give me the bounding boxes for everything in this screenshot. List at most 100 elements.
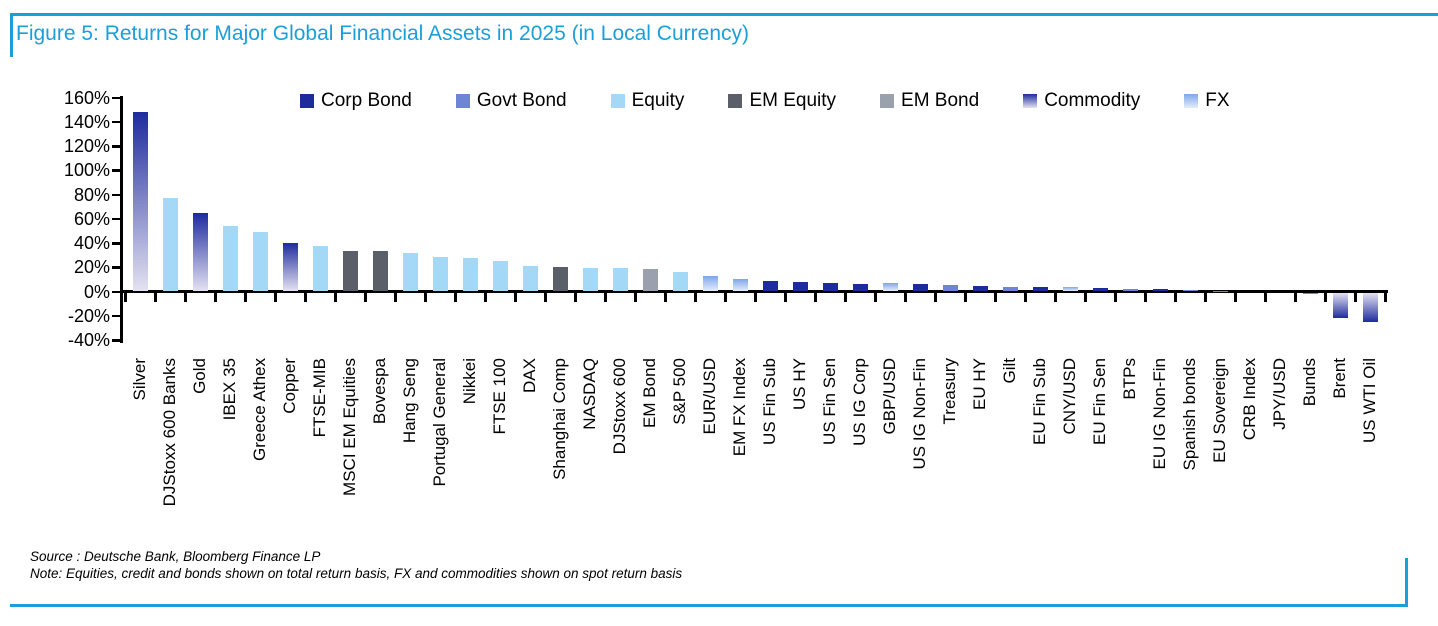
x-axis-label-cny-usd: CNY/USD	[1060, 358, 1079, 435]
bar-eu-fin-sub	[1032, 287, 1048, 291]
x-tick-mark	[364, 293, 367, 302]
y-tick-label: -40%	[67, 330, 110, 350]
bar-s-p-500	[672, 271, 688, 291]
bar-dax	[522, 265, 538, 291]
legend-label: EM Bond	[901, 90, 980, 111]
x-tick-mark	[274, 293, 277, 302]
x-axis-label-s-p-500: S&P 500	[670, 358, 689, 425]
bar-copper	[282, 242, 298, 291]
x-axis-label-crb-index: CRB Index	[1240, 358, 1259, 441]
x-axis-label-ibex-35: IBEX 35	[220, 358, 239, 421]
legend-item-equity: Equity	[610, 90, 684, 112]
legend-item-corp-bond: Corp Bond	[300, 90, 412, 112]
legend-label: Govt Bond	[476, 90, 567, 111]
x-tick-mark	[904, 293, 907, 302]
x-tick-mark	[694, 293, 697, 302]
y-tick-mark	[112, 217, 120, 221]
x-tick-mark	[304, 293, 307, 302]
legend-item-em-equity: EM Equity	[728, 90, 836, 112]
x-tick-mark	[1234, 293, 1237, 302]
bar-gbp-usd	[882, 283, 898, 291]
bar-nikkei	[462, 258, 478, 291]
basis-note: Note: Equities, credit and bonds shown o…	[30, 566, 683, 581]
x-axis-label-us-fin-sen: US Fin Sen	[820, 358, 839, 445]
x-axis-label-nasdaq: NASDAQ	[580, 358, 599, 430]
x-tick-mark	[664, 293, 667, 302]
bar-spanish-bonds	[1182, 289, 1198, 291]
y-tick-mark	[112, 120, 120, 124]
x-axis-label-hang-seng: Hang Seng	[400, 358, 419, 444]
x-tick-mark	[1204, 293, 1207, 302]
x-tick-mark	[1084, 293, 1087, 302]
x-axis-label-us-hy: US HY	[790, 358, 809, 410]
legend-label: Commodity	[1044, 90, 1141, 111]
y-tick-label: 120%	[63, 136, 110, 156]
y-tick-label: 80%	[73, 184, 110, 205]
bottom-border-line	[10, 604, 1408, 607]
x-tick-mark	[1324, 293, 1327, 302]
legend-marker-em-bond	[880, 94, 895, 108]
bar-ftse-mib	[312, 246, 328, 291]
x-axis-label-eur-usd: EUR/USD	[700, 358, 719, 435]
x-axis-label-gold: Gold	[190, 358, 209, 394]
x-axis-label-eu-hy: EU HY	[970, 358, 989, 410]
bar-gilt	[1002, 286, 1018, 291]
bar-eu-hy	[972, 286, 988, 291]
y-tick-label: 40%	[73, 233, 110, 253]
x-axis-label-djstoxx-600: DJStoxx 600	[610, 358, 629, 455]
x-tick-mark	[724, 293, 727, 302]
x-tick-mark	[844, 293, 847, 302]
x-tick-mark	[814, 293, 817, 302]
x-axis-label-djstoxx-600-banks: DJStoxx 600 Banks	[160, 358, 179, 507]
chart-legend: Corp Bond Govt Bond Equity EM Equity EM Bond…	[300, 90, 1230, 112]
x-tick-mark	[1114, 293, 1117, 302]
y-tick-label: 100%	[63, 160, 110, 181]
x-tick-mark	[244, 293, 247, 302]
bar-eu-ig-non-fin	[1152, 288, 1168, 291]
y-tick-label: 20%	[73, 257, 110, 278]
bar-us-ig-corp	[852, 283, 868, 291]
x-tick-mark	[454, 293, 457, 302]
x-tick-mark	[1174, 293, 1177, 302]
bar-em-fx-index	[732, 278, 748, 291]
x-tick-mark	[784, 293, 787, 302]
y-tick-mark	[112, 266, 120, 269]
x-axis-label-ftse-100: FTSE 100	[490, 358, 509, 435]
bar-bovespa	[372, 250, 388, 291]
x-tick-mark	[1054, 293, 1057, 302]
x-tick-mark	[1384, 293, 1387, 302]
x-axis-label-brent: Brent	[1330, 358, 1349, 399]
bar-us-hy	[792, 281, 808, 291]
x-axis-label-msci-em-equities: MSCI EM Equities	[340, 358, 359, 496]
x-axis-label-gilt: Gilt	[1000, 358, 1019, 384]
y-tick-mark	[112, 145, 120, 148]
x-tick-mark	[994, 293, 997, 302]
legend-marker-govt-bond	[455, 94, 470, 108]
x-axis-label-spanish-bonds: Spanish bonds	[1180, 358, 1199, 471]
legend-label: FX	[1205, 90, 1230, 111]
x-axis-label-btps: BTPs	[1120, 358, 1139, 400]
x-axis-label-us-ig-non-fin: US IG Non-Fin	[910, 358, 929, 470]
x-tick-mark	[574, 293, 577, 302]
x-tick-mark	[1354, 293, 1357, 302]
legend-label: Corp Bond	[321, 90, 412, 111]
x-tick-mark	[604, 293, 607, 302]
x-tick-mark	[184, 293, 187, 302]
bar-treasury	[942, 285, 958, 291]
bar-greece-athex	[252, 231, 268, 291]
x-tick-mark	[334, 293, 337, 302]
bar-ftse-100	[492, 260, 508, 291]
x-axis-label-em-bond: EM Bond	[640, 358, 659, 428]
x-tick-mark	[544, 293, 547, 302]
y-tick-mark	[112, 314, 120, 318]
x-axis-label-em-fx-index: EM FX Index	[730, 358, 749, 457]
x-axis-label-greece-athex: Greece Athex	[250, 358, 269, 462]
y-tick-label: 160%	[63, 87, 110, 108]
legend-item-commodity: Commodity	[1023, 90, 1140, 112]
bar-gold	[192, 213, 208, 291]
x-axis-label-eu-ig-non-fin: EU IG Non-Fin	[1150, 358, 1169, 470]
x-axis-label-copper: Copper	[280, 358, 299, 414]
x-tick-mark	[1264, 293, 1267, 302]
x-axis-label-eu-fin-sen: EU Fin Sen	[1090, 358, 1109, 445]
